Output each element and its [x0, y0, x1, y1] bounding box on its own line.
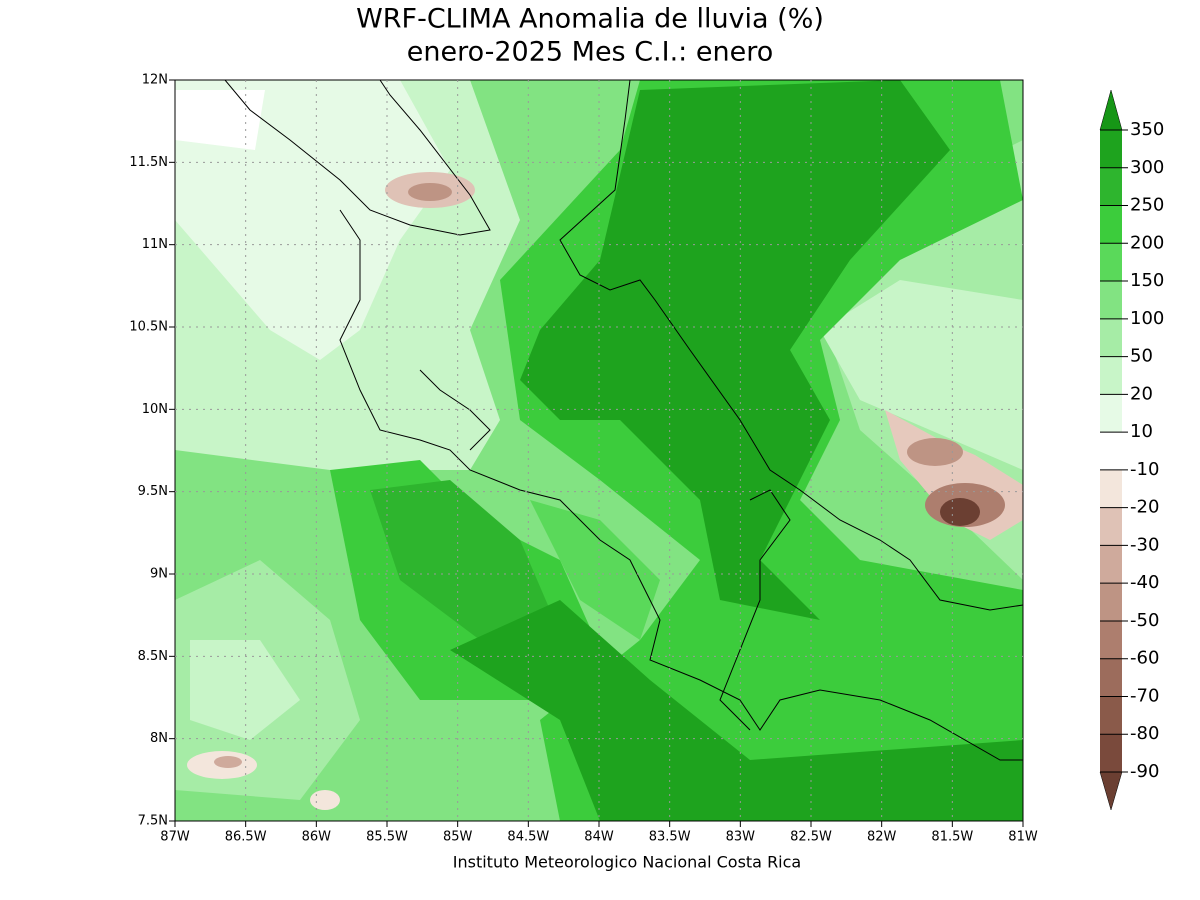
colorbar-bin [1100, 432, 1122, 470]
x-tick-label: 86.5W [225, 830, 267, 845]
colorbar-label: -20 [1130, 497, 1159, 518]
colorbar-label: 150 [1130, 270, 1164, 291]
colorbar-label: 350 [1130, 119, 1164, 140]
colorbar-label: -40 [1130, 572, 1159, 593]
anomaly-field [175, 80, 1023, 821]
y-tick-label: 12N [142, 73, 168, 88]
y-tick-label: 10.5N [129, 320, 168, 335]
colorbar-label: -50 [1130, 610, 1159, 631]
colorbar-label: -30 [1130, 534, 1159, 555]
x-tick-label: 83.5W [649, 830, 691, 845]
x-tick-label: 86W [302, 830, 332, 845]
colorbar-arrow-high [1099, 89, 1123, 131]
colorbar-label: -80 [1130, 723, 1159, 744]
y-tick-label: 9N [150, 567, 168, 582]
title: WRF-CLIMA Anomalia de lluvia (%) [356, 4, 824, 35]
x-tick-label: 84W [584, 830, 614, 845]
y-tick-label: 7.5N [138, 814, 168, 829]
colorbar-bin [1100, 658, 1122, 697]
colorbar-bin [1100, 545, 1122, 584]
colorbar-label: 50 [1130, 346, 1153, 367]
x-tick-label: 84.5W [507, 830, 549, 845]
colorbar-arrow-low [1099, 771, 1123, 811]
x-tick-label: 81W [1008, 830, 1038, 845]
x-tick-label: 85.5W [366, 830, 408, 845]
colorbar-bin [1100, 167, 1122, 206]
colorbar-label: -70 [1130, 685, 1159, 706]
colorbar-bin [1100, 507, 1122, 546]
x-tick-label: 87W [160, 830, 190, 845]
colorbar-bin [1100, 394, 1122, 433]
colorbar-label: -90 [1130, 761, 1159, 782]
y-tick-label: 11.5N [129, 155, 168, 170]
x-tick-label: 82.5W [790, 830, 832, 845]
y-tick-label: 11N [142, 237, 168, 252]
colorbar-bin [1100, 243, 1122, 282]
colorbar-bin [1100, 356, 1122, 395]
credit: Instituto Meteorologico Nacional Costa R… [453, 853, 801, 872]
colorbar-label: 10 [1130, 421, 1153, 442]
colorbar-bin [1100, 620, 1122, 659]
y-tick-label: 10N [142, 402, 168, 417]
colorbar-bin [1100, 583, 1122, 621]
colorbar-label: -10 [1130, 459, 1159, 480]
colorbar-label: 300 [1130, 157, 1164, 178]
x-tick-label: 82W [867, 830, 897, 845]
colorbar-bin [1100, 696, 1122, 735]
x-tick-label: 83W [726, 830, 756, 845]
subtitle: enero-2025 Mes C.I.: enero [407, 37, 773, 68]
colorbar-label: 200 [1130, 232, 1164, 253]
colorbar-bin [1100, 205, 1122, 244]
colorbar-bin [1100, 281, 1122, 319]
colorbar-bin [1100, 734, 1122, 772]
x-tick-label: 81.5W [931, 830, 973, 845]
colorbar-bin [1100, 318, 1122, 357]
colorbar-label: 250 [1130, 195, 1164, 216]
colorbar-label: 100 [1130, 308, 1164, 329]
y-tick-label: 8N [150, 731, 168, 746]
colorbar-bin [1100, 469, 1122, 508]
x-tick-label: 85W [443, 830, 473, 845]
colorbar-bin [1100, 130, 1122, 168]
colorbar-label: 20 [1130, 383, 1153, 404]
y-tick-label: 9.5N [138, 484, 168, 499]
y-tick-label: 8.5N [138, 649, 168, 664]
colorbar-label: -60 [1130, 648, 1159, 669]
